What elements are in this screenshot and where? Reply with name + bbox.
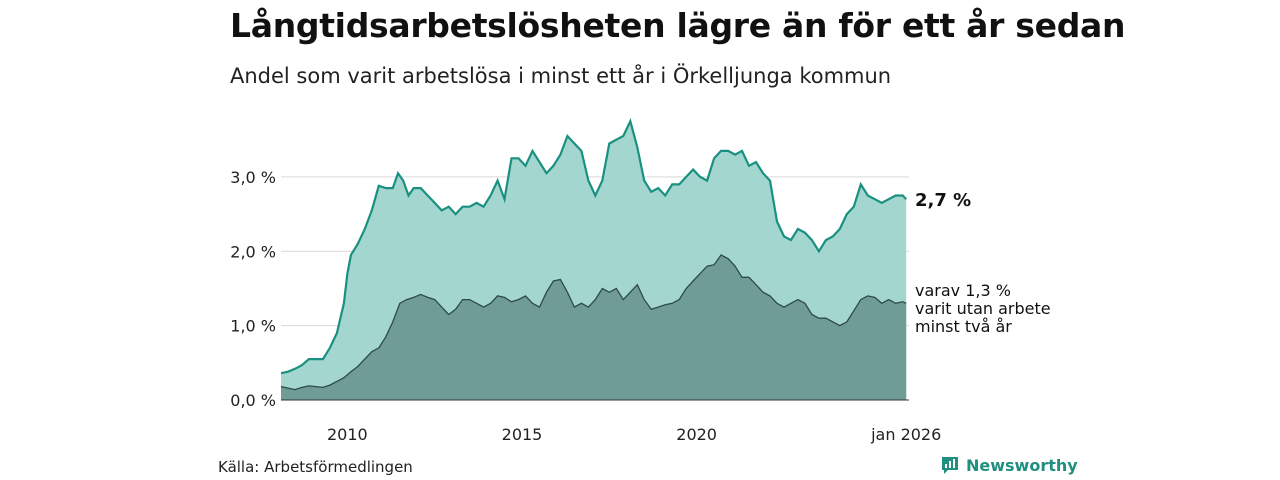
y-tick-label: 0,0 % [230, 391, 276, 410]
end-label-sub-line: minst två år [915, 317, 1012, 336]
x-tick-label: 2020 [676, 425, 717, 444]
y-tick-label: 3,0 % [230, 168, 276, 187]
y-tick-label: 2,0 % [230, 242, 276, 261]
x-tick-label: 2010 [327, 425, 368, 444]
newsworthy-icon [940, 455, 960, 475]
series-line-two-years [280, 254, 907, 391]
end-label-sub-line: varit utan arbete [915, 299, 1051, 318]
y-tick-label: 1,0 % [230, 317, 276, 336]
chart-title: Långtidsarbetslösheten lägre än för ett … [230, 6, 1126, 45]
series-area-two-years [281, 255, 907, 400]
end-label-sub-line: varav 1,3 % [915, 281, 1011, 300]
series-line-total [280, 118, 907, 375]
x-tick-label: 2015 [502, 425, 543, 444]
brand-logo[interactable]: Newsworthy [940, 455, 1078, 475]
chart-subtitle: Andel som varit arbetslösa i minst ett å… [230, 64, 892, 88]
brand-name: Newsworthy [966, 455, 1078, 475]
x-tick-label: jan 2026 [870, 425, 941, 444]
end-label-total: 2,7 % [915, 190, 971, 211]
source-note: Källa: Arbetsförmedlingen [218, 458, 413, 476]
